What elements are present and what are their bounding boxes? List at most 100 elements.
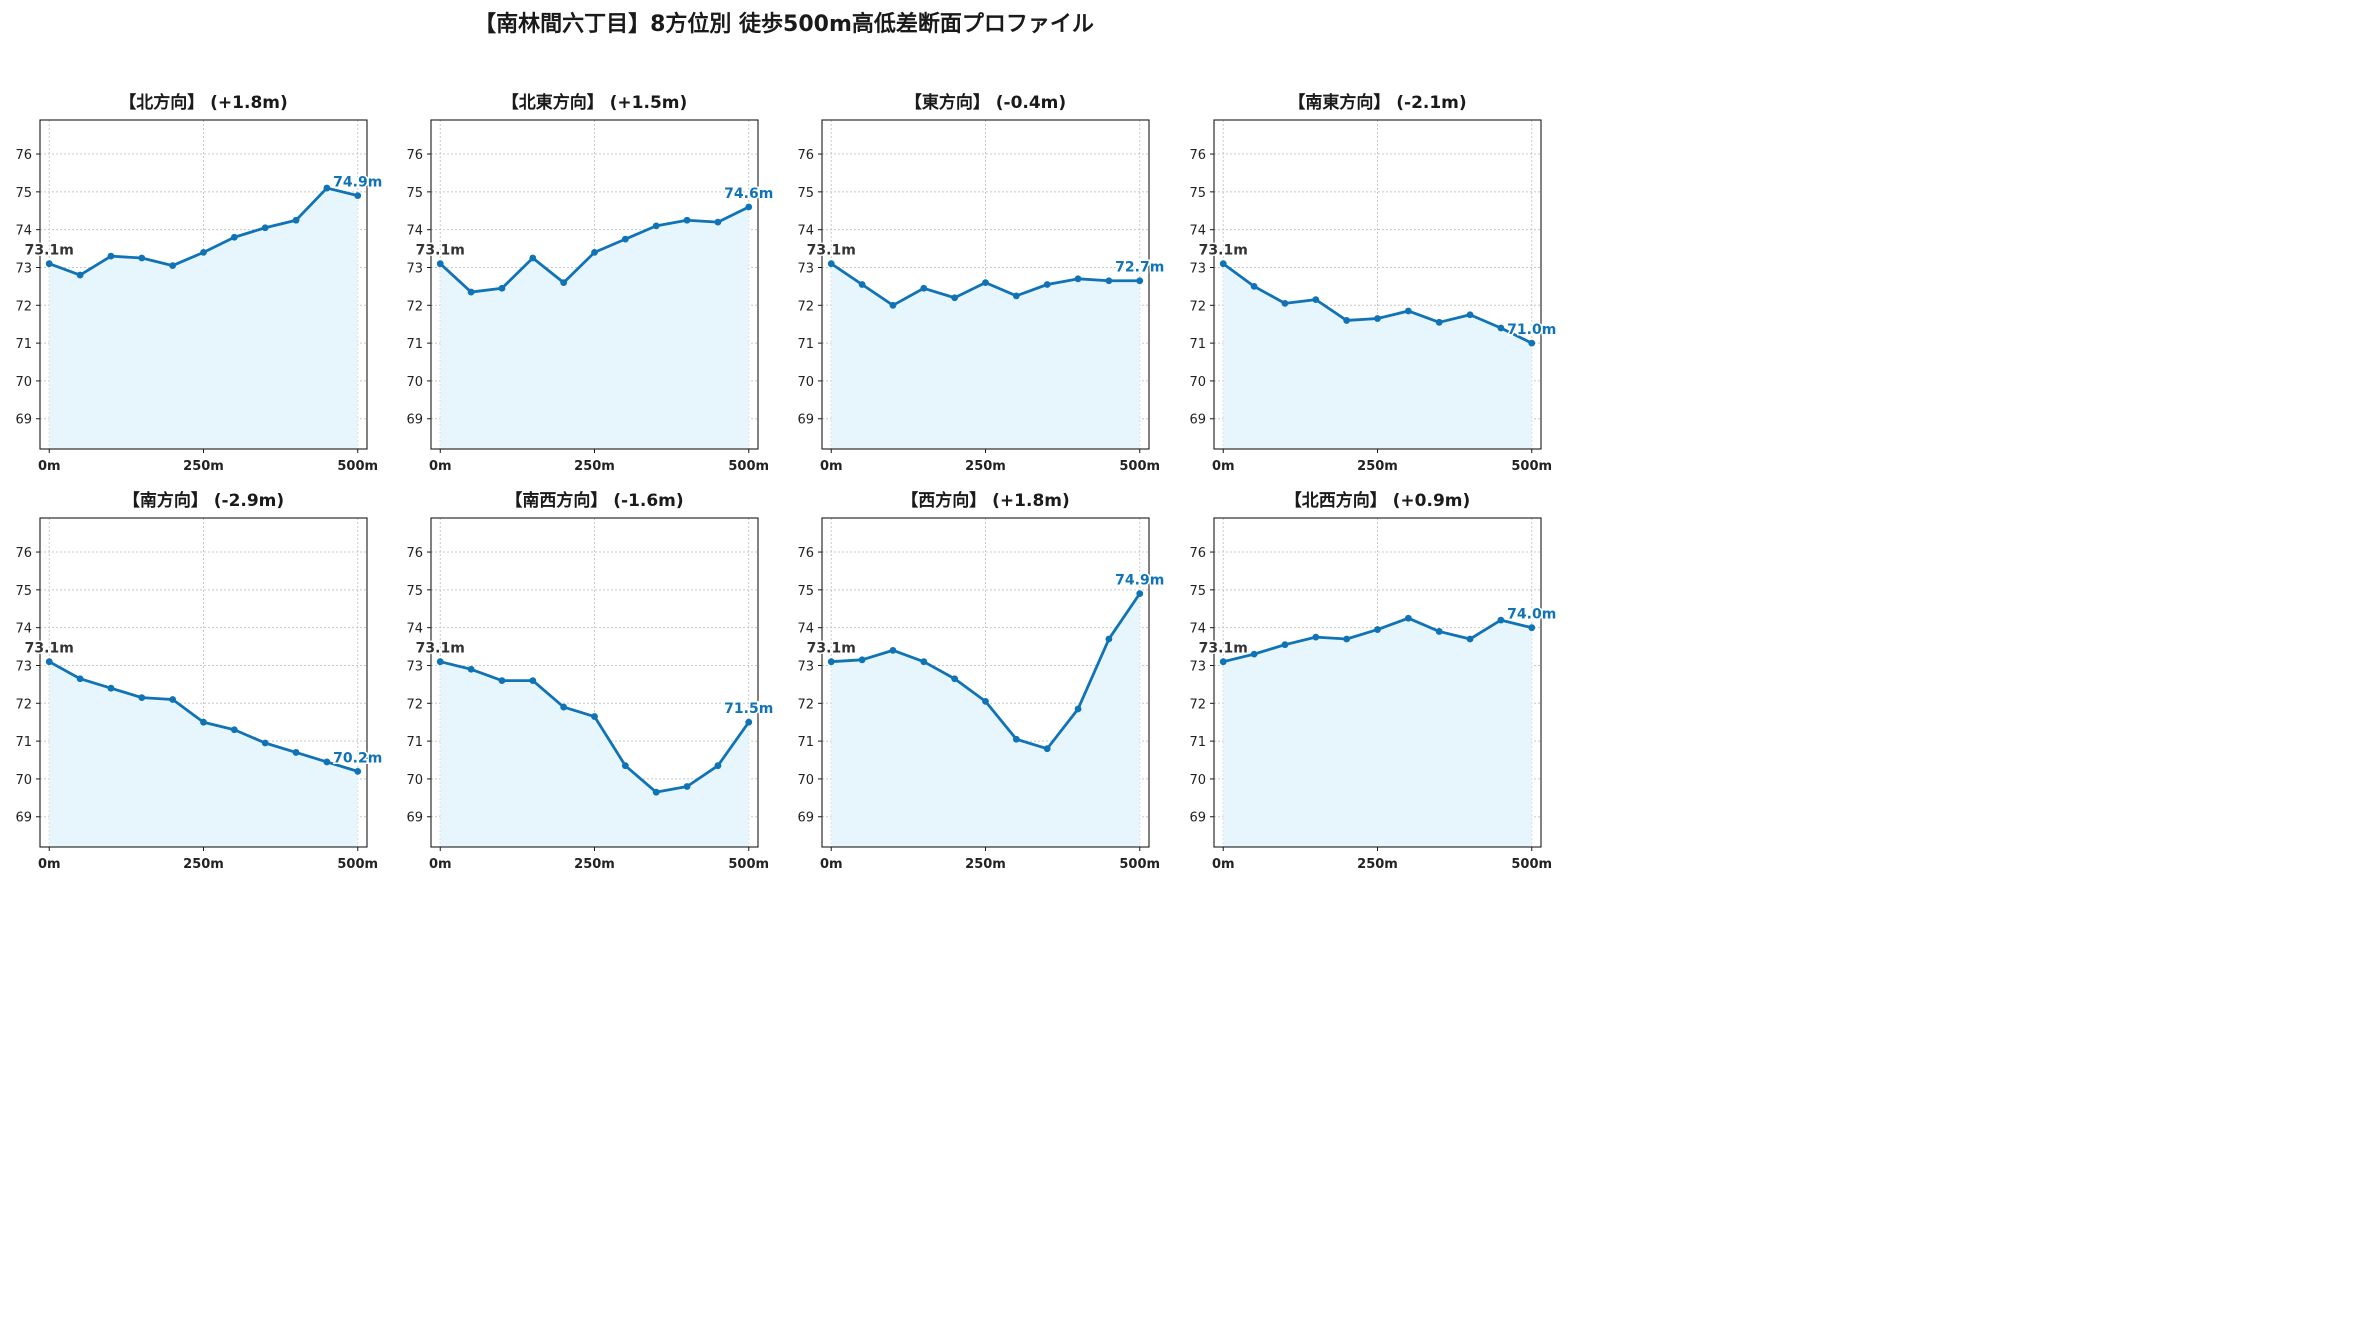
data-point [1281, 641, 1289, 649]
x-tick-label: 0m [820, 459, 843, 474]
elevation-chart: 【南西方向】 (-1.6m) 69 70 71 72 73 74 75 76 0m 250m 500m… [406, 490, 774, 872]
start-elevation-label: 73.1m [416, 641, 465, 657]
data-point [200, 248, 207, 256]
data-point [1466, 311, 1474, 319]
area-fill [440, 206, 749, 449]
chart-title: 【北西方向】 (+0.9m) [1285, 490, 1471, 511]
data-point [1136, 277, 1144, 285]
data-point [1043, 281, 1051, 288]
data-point [745, 203, 753, 211]
x-tick-label: 0m [1212, 857, 1235, 872]
y-tick-label: 69 [797, 413, 814, 428]
y-tick-label: 71 [15, 337, 32, 352]
elevation-chart: 【北東方向】 (+1.5m) 69 70 71 72 73 74 75 76 0m 250m 500m… [406, 92, 774, 474]
data-point [591, 248, 598, 256]
y-tick-label: 72 [406, 697, 423, 712]
x-tick-label: 0m [38, 857, 61, 872]
y-tick-label: 72 [1189, 299, 1206, 314]
chart-title: 【南方向】 (-2.9m) [123, 490, 284, 511]
y-tick-label: 71 [797, 735, 814, 750]
y-tick-label: 76 [1189, 546, 1206, 561]
y-tick-label: 73 [1189, 659, 1206, 674]
y-tick-label: 71 [1189, 735, 1206, 750]
y-tick-label: 76 [15, 546, 32, 561]
data-point [261, 224, 269, 232]
data-point [1497, 616, 1505, 624]
start-elevation-label: 73.1m [25, 641, 74, 657]
y-tick-label: 73 [797, 659, 814, 674]
data-point [169, 696, 177, 703]
chart-title: 【東方向】 (-0.4m) [905, 92, 1066, 113]
data-point [354, 192, 362, 200]
data-point [107, 252, 115, 260]
data-point [138, 694, 146, 702]
y-tick-label: 70 [406, 773, 423, 788]
y-tick-label: 74 [15, 224, 32, 239]
data-point [169, 262, 177, 269]
y-tick-label: 70 [15, 375, 32, 390]
x-tick-label: 0m [820, 857, 843, 872]
y-tick-label: 71 [1189, 337, 1206, 352]
y-tick-label: 69 [406, 413, 423, 428]
data-point [1250, 650, 1258, 658]
area-fill [1223, 263, 1532, 449]
data-point [982, 279, 989, 287]
end-elevation-label: 72.7m [1115, 260, 1164, 276]
x-tick-label: 500m [728, 459, 769, 474]
data-point [1374, 315, 1381, 322]
data-point [1528, 339, 1536, 347]
data-point [1435, 318, 1443, 326]
x-tick-label: 250m [183, 857, 224, 872]
data-point [560, 703, 568, 711]
end-elevation-label: 70.2m [333, 750, 382, 766]
data-point [292, 749, 300, 756]
y-tick-label: 75 [1189, 584, 1206, 599]
x-tick-label: 500m [337, 459, 378, 474]
data-point [76, 271, 84, 279]
data-point [920, 284, 928, 292]
data-point [436, 658, 444, 666]
y-tick-label: 69 [1189, 413, 1206, 428]
data-point [230, 233, 238, 241]
data-point [621, 235, 629, 243]
y-tick-label: 69 [15, 811, 32, 826]
data-point [560, 279, 568, 287]
data-point [1312, 633, 1320, 641]
data-point [292, 216, 300, 224]
y-tick-label: 73 [406, 659, 423, 674]
data-point [323, 758, 331, 766]
data-point [652, 788, 660, 796]
y-tick-label: 73 [406, 261, 423, 276]
data-point [1219, 260, 1227, 268]
y-tick-label: 76 [797, 148, 814, 163]
y-tick-label: 69 [15, 413, 32, 428]
y-tick-label: 72 [797, 299, 814, 314]
start-elevation-label: 73.1m [807, 243, 856, 259]
y-tick-label: 73 [15, 261, 32, 276]
elevation-chart: 【北方向】 (+1.8m) 69 70 71 72 73 74 75 76 0m 250m 500m 7… [15, 92, 383, 474]
data-point [1043, 745, 1051, 753]
y-tick-label: 72 [406, 299, 423, 314]
data-point [1435, 628, 1443, 635]
x-tick-label: 0m [1212, 459, 1235, 474]
x-tick-label: 500m [1511, 857, 1552, 872]
data-point [621, 762, 629, 770]
y-tick-label: 72 [1189, 697, 1206, 712]
data-point [230, 726, 238, 734]
chart-title: 【西方向】 (+1.8m) [901, 490, 1070, 511]
x-tick-label: 500m [728, 857, 769, 872]
x-tick-label: 0m [38, 459, 61, 474]
chart-title: 【北東方向】 (+1.5m) [502, 92, 688, 113]
data-point [683, 216, 691, 224]
data-point [1528, 624, 1536, 632]
start-elevation-label: 73.1m [416, 243, 465, 259]
x-tick-label: 500m [1119, 857, 1160, 872]
y-tick-label: 73 [1189, 261, 1206, 276]
data-point [498, 677, 506, 685]
elevation-chart: 【南東方向】 (-2.1m) 69 70 71 72 73 74 75 76 0m 250m 500m… [1189, 92, 1557, 474]
elevation-chart: 【北西方向】 (+0.9m) 69 70 71 72 73 74 75 76 0m 250m 500m… [1189, 490, 1557, 872]
data-point [827, 260, 835, 268]
start-elevation-label: 73.1m [25, 243, 74, 259]
data-point [1012, 292, 1020, 300]
y-tick-label: 75 [406, 584, 423, 599]
